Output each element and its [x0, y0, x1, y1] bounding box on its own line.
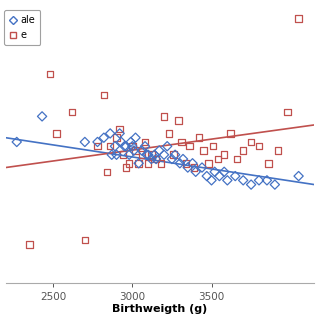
Point: [108, 131, 113, 136]
Point: [101, 92, 106, 98]
Point: [241, 178, 246, 183]
Point: [119, 140, 124, 145]
Point: [222, 169, 227, 174]
Point: [158, 161, 164, 166]
Point: [124, 144, 129, 149]
Point: [124, 165, 129, 170]
Point: [256, 144, 261, 149]
Point: [27, 242, 32, 247]
Point: [233, 173, 238, 179]
Point: [296, 16, 301, 21]
Point: [217, 173, 222, 179]
Point: [82, 237, 87, 243]
X-axis label: Birthweigth (g): Birthweigth (g): [112, 304, 208, 315]
Point: [171, 152, 176, 157]
Point: [256, 178, 261, 183]
Point: [211, 144, 216, 149]
Point: [157, 148, 162, 153]
Point: [117, 127, 122, 132]
Point: [114, 152, 119, 157]
Point: [228, 131, 233, 136]
Point: [149, 152, 154, 157]
Point: [185, 165, 190, 170]
Point: [120, 152, 125, 157]
Point: [109, 152, 114, 157]
Point: [152, 152, 157, 157]
Point: [47, 71, 52, 76]
Point: [128, 140, 133, 145]
Point: [201, 148, 206, 153]
Point: [82, 140, 87, 145]
Point: [177, 161, 182, 166]
Point: [146, 152, 151, 157]
Point: [225, 178, 230, 183]
Point: [133, 148, 138, 153]
Point: [149, 156, 154, 162]
Point: [112, 144, 117, 149]
Point: [154, 156, 159, 162]
Point: [193, 169, 198, 174]
Point: [108, 144, 113, 149]
Point: [139, 148, 144, 153]
Point: [133, 135, 138, 140]
Point: [130, 144, 135, 149]
Point: [164, 144, 170, 149]
Point: [70, 109, 75, 115]
Point: [14, 140, 19, 145]
Point: [162, 152, 167, 157]
Point: [39, 114, 44, 119]
Point: [190, 161, 195, 166]
Point: [166, 131, 171, 136]
Point: [144, 152, 149, 157]
Point: [199, 165, 204, 170]
Point: [54, 131, 59, 136]
Point: [172, 152, 178, 157]
Point: [95, 140, 100, 145]
Point: [136, 161, 141, 166]
Point: [212, 169, 217, 174]
Point: [266, 161, 271, 166]
Point: [114, 135, 119, 140]
Point: [169, 156, 174, 162]
Point: [146, 161, 151, 166]
Point: [180, 156, 186, 162]
Point: [95, 144, 100, 149]
Point: [241, 148, 246, 153]
Point: [127, 161, 132, 166]
Point: [117, 131, 122, 136]
Point: [249, 140, 254, 145]
Point: [234, 156, 239, 162]
Point: [101, 135, 106, 140]
Point: [222, 152, 227, 157]
Point: [127, 152, 132, 157]
Point: [215, 156, 220, 162]
Point: [104, 169, 109, 174]
Point: [272, 182, 277, 187]
Point: [204, 173, 209, 179]
Point: [276, 148, 281, 153]
Point: [196, 135, 201, 140]
Legend: ale, e: ale, e: [4, 11, 40, 45]
Point: [249, 182, 254, 187]
Point: [209, 178, 214, 183]
Point: [264, 178, 269, 183]
Point: [122, 144, 127, 149]
Point: [132, 148, 137, 153]
Point: [139, 152, 144, 157]
Point: [179, 140, 184, 145]
Point: [130, 144, 135, 149]
Point: [192, 165, 197, 170]
Point: [136, 161, 141, 166]
Point: [285, 109, 290, 115]
Point: [162, 114, 167, 119]
Point: [142, 140, 148, 145]
Point: [184, 161, 189, 166]
Point: [142, 144, 148, 149]
Point: [206, 161, 211, 166]
Point: [187, 144, 192, 149]
Point: [296, 173, 301, 179]
Point: [154, 156, 159, 162]
Point: [176, 118, 181, 123]
